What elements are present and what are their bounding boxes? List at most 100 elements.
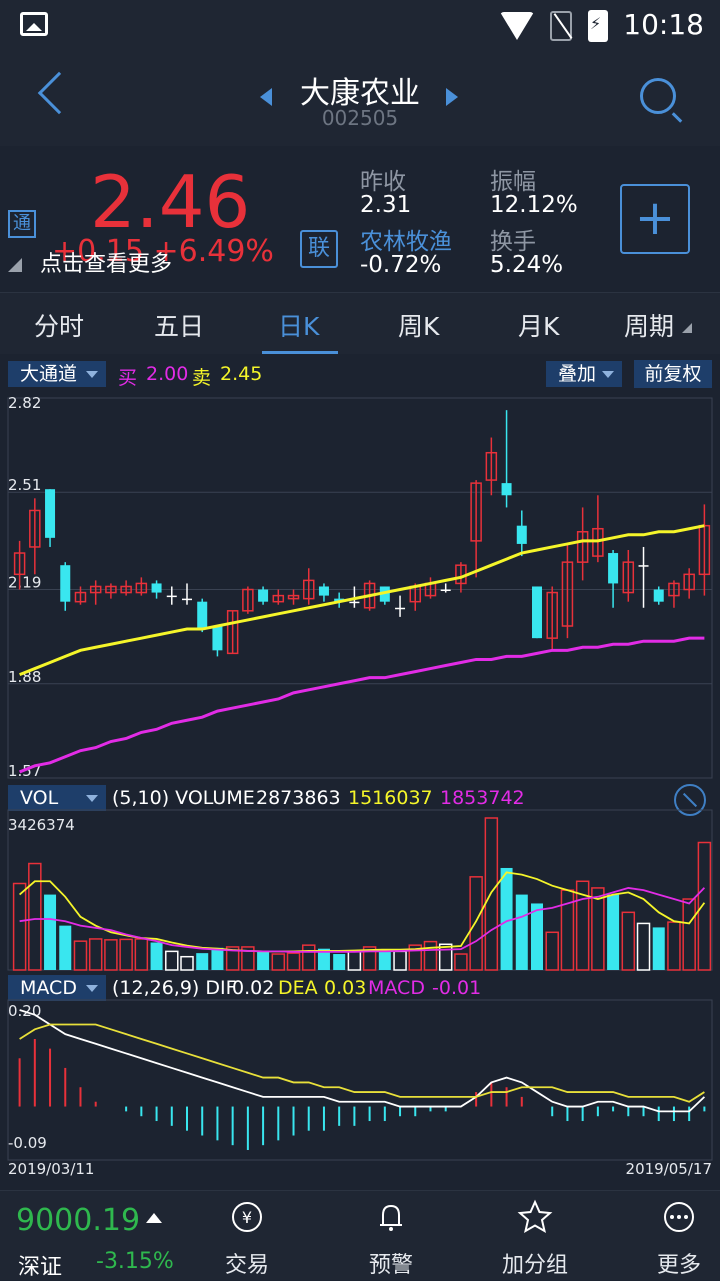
active-tab-indicator bbox=[262, 351, 338, 354]
add-watchlist-button[interactable]: + bbox=[620, 184, 690, 254]
candle-body bbox=[45, 489, 56, 538]
fullscreen-icon[interactable] bbox=[674, 784, 706, 816]
quote-panel[interactable]: 通 2.46 +0.15 +6.49% 点击查看更多 联 昨收 2.31 农林牧… bbox=[0, 146, 720, 292]
volume-bar bbox=[225, 946, 240, 971]
buy-label: 买 bbox=[118, 367, 138, 389]
candle-body bbox=[60, 565, 71, 602]
candle-body bbox=[166, 595, 177, 598]
candle-body bbox=[470, 482, 482, 542]
date-start-label: 2019/03/11 bbox=[8, 1160, 94, 1178]
volume-bar bbox=[575, 880, 590, 971]
candle-body bbox=[516, 525, 527, 544]
candle-body bbox=[349, 601, 360, 604]
channel-select[interactable]: 大通道 bbox=[8, 361, 106, 387]
macd-indicator-select[interactable]: MACD bbox=[8, 975, 106, 1001]
volume-bar bbox=[347, 950, 362, 971]
view-more-hint[interactable]: 点击查看更多 bbox=[40, 252, 173, 277]
buy-value: 2.00 bbox=[146, 363, 189, 385]
volume-bar bbox=[378, 949, 391, 970]
volume-bar bbox=[317, 948, 330, 970]
candle-body bbox=[561, 561, 574, 627]
volume-panel-frame bbox=[7, 809, 713, 971]
tab-monthly-k[interactable]: 月K bbox=[518, 312, 560, 341]
volume-bar bbox=[196, 953, 209, 970]
volume-ma-magenta-line bbox=[19, 887, 706, 953]
nav-more[interactable]: 更多 bbox=[634, 1199, 720, 1279]
nav-more-label: 更多 bbox=[656, 1253, 701, 1278]
index-name: 深证 bbox=[18, 1255, 63, 1280]
status-bar: 10:18 bbox=[0, 0, 720, 52]
index-expand-icon[interactable] bbox=[146, 1213, 162, 1223]
tab-period[interactable]: 周期 bbox=[624, 312, 675, 341]
volume-bar bbox=[150, 942, 163, 970]
candle-body bbox=[212, 626, 223, 651]
candle-body bbox=[258, 589, 269, 602]
vol-indicator-select[interactable]: VOL bbox=[8, 785, 106, 811]
no-sim-icon bbox=[550, 11, 572, 41]
tab-five-day[interactable]: 五日 bbox=[154, 312, 205, 341]
search-icon[interactable] bbox=[640, 78, 676, 114]
next-stock-icon[interactable] bbox=[446, 88, 458, 106]
star-icon bbox=[517, 1199, 553, 1234]
price-tick-label: 1.88 bbox=[8, 668, 41, 686]
macd-params: (12,26,9) DIF bbox=[112, 977, 237, 999]
prev-close-label: 昨收 bbox=[360, 169, 406, 195]
dif-line bbox=[19, 1009, 706, 1113]
candle-body bbox=[501, 483, 512, 496]
candle-body bbox=[440, 589, 451, 592]
volume-bar bbox=[469, 876, 483, 971]
volume-bar bbox=[545, 931, 559, 971]
volume-bar bbox=[607, 894, 620, 970]
more-icon bbox=[664, 1202, 694, 1232]
volume-bar bbox=[362, 946, 377, 971]
nav-trade-label: 交易 bbox=[224, 1253, 269, 1278]
index-value[interactable]: 9000.19 bbox=[16, 1203, 141, 1238]
candle-body bbox=[638, 565, 649, 567]
dea-label: DEA bbox=[278, 977, 318, 999]
prev-close-value: 2.31 bbox=[360, 192, 412, 218]
index-change: -3.15% bbox=[96, 1249, 174, 1274]
candle-body bbox=[485, 451, 498, 481]
dea-line bbox=[19, 1023, 705, 1103]
sector-link[interactable]: 农林牧渔 bbox=[360, 229, 452, 255]
current-price: 2.46 bbox=[90, 160, 251, 244]
wifi-icon bbox=[500, 12, 534, 40]
nav-add-group[interactable]: 加分组 bbox=[490, 1199, 580, 1279]
battery-charging-icon bbox=[588, 10, 608, 42]
volume-bar bbox=[682, 898, 696, 971]
volume-bar bbox=[652, 927, 665, 970]
nav-alert[interactable]: 预警 bbox=[346, 1199, 436, 1279]
vol-volume: 2873863 bbox=[256, 787, 341, 809]
volume-bar bbox=[393, 950, 407, 971]
volume-bar bbox=[241, 946, 255, 971]
tab-weekly-k[interactable]: 周K bbox=[398, 312, 440, 341]
expand-corner-icon bbox=[8, 258, 22, 272]
volume-bar bbox=[286, 952, 301, 971]
nav-trade[interactable]: ¥ 交易 bbox=[202, 1199, 292, 1279]
previous-stock-icon[interactable] bbox=[260, 88, 272, 106]
tong-badge[interactable]: 通 bbox=[8, 210, 36, 238]
sell-value: 2.45 bbox=[220, 363, 263, 385]
tab-intraday[interactable]: 分时 bbox=[34, 312, 85, 341]
macd-label: MACD bbox=[368, 977, 425, 999]
svg-text:¥: ¥ bbox=[242, 1208, 252, 1227]
price-tick-label: 2.19 bbox=[8, 574, 41, 592]
candle-body bbox=[592, 527, 604, 557]
overlay-select[interactable]: 叠加 bbox=[546, 361, 622, 387]
volume-bar bbox=[104, 939, 118, 971]
volume-bar bbox=[621, 911, 636, 971]
candle-body bbox=[395, 607, 406, 610]
candle-body bbox=[272, 594, 285, 603]
nav-alert-label: 预警 bbox=[368, 1253, 413, 1278]
volume-bar bbox=[211, 947, 224, 970]
stock-chart[interactable]: 2.822.512.191.881.5734263740.20-0.092019… bbox=[0, 390, 720, 1190]
adjust-button[interactable]: 前复权 bbox=[634, 360, 712, 388]
ma-yellow-line bbox=[19, 524, 705, 677]
bottom-bar: 9000.19 深证 -3.15% ¥ 交易 预警 加分组 更多 bbox=[0, 1190, 720, 1280]
lian-badge[interactable]: 联 bbox=[300, 230, 338, 268]
ma-magenta-line bbox=[19, 636, 705, 774]
volume-bar bbox=[271, 953, 286, 971]
tab-daily-k[interactable]: 日K bbox=[278, 312, 320, 341]
volume-bar bbox=[454, 953, 468, 971]
candle-body bbox=[668, 582, 680, 597]
